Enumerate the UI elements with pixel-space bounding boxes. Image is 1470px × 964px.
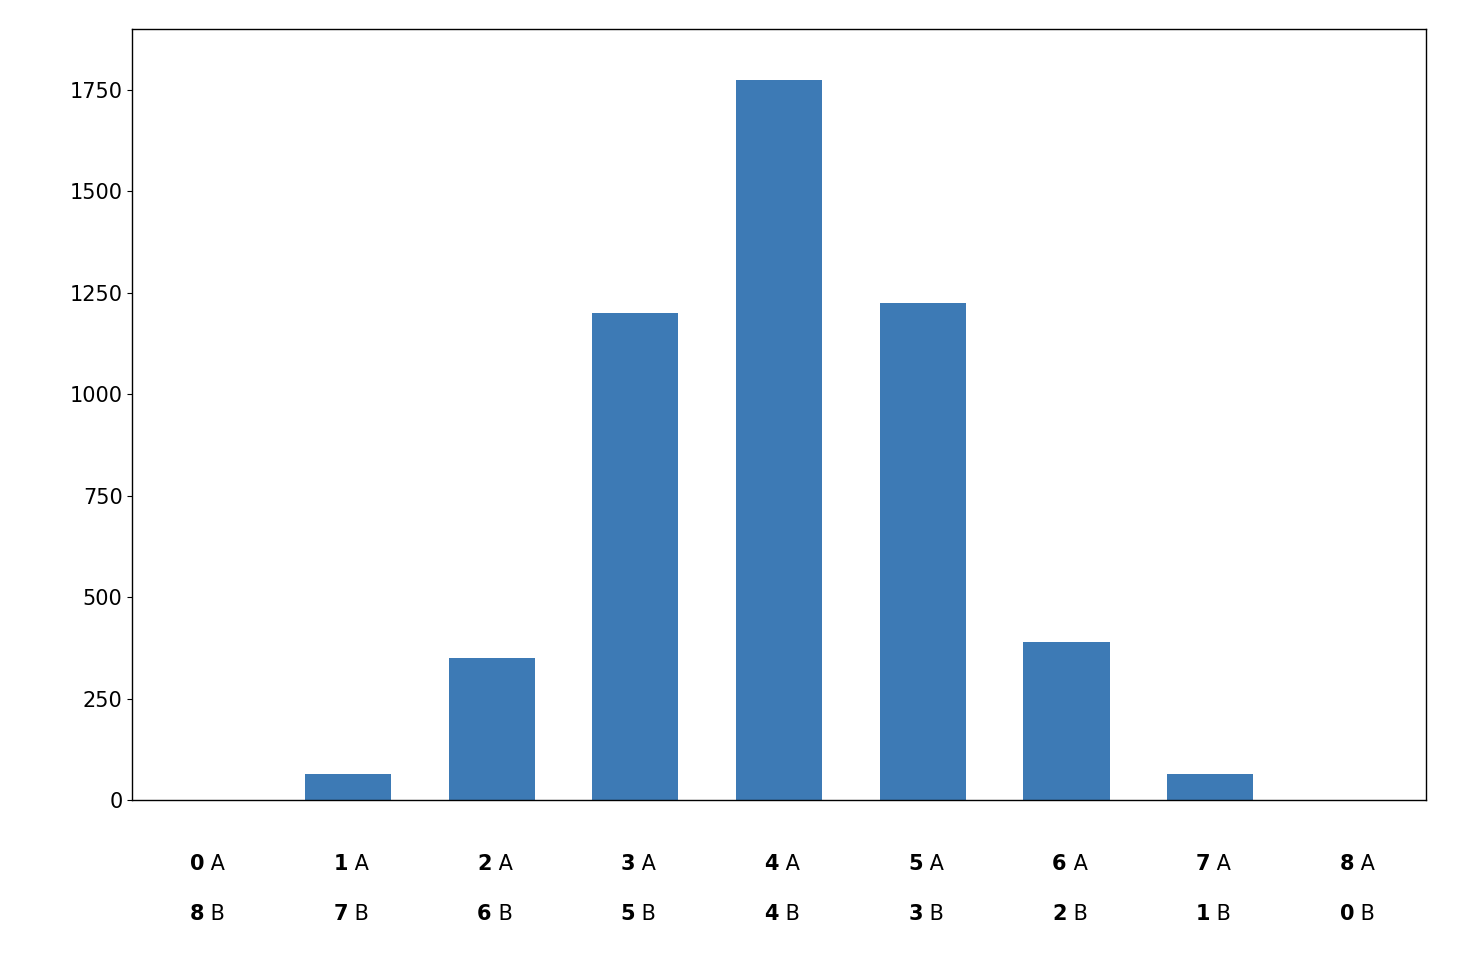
Text: 8: 8 <box>190 904 204 924</box>
Text: B: B <box>779 904 800 924</box>
Text: B: B <box>348 904 369 924</box>
Text: 5: 5 <box>908 854 923 874</box>
Text: 5: 5 <box>620 904 635 924</box>
Bar <box>1167 774 1254 800</box>
Text: 4: 4 <box>764 854 779 874</box>
Text: 7: 7 <box>1195 854 1210 874</box>
Text: B: B <box>1067 904 1088 924</box>
Text: A: A <box>1354 854 1374 874</box>
Text: 3: 3 <box>908 904 923 924</box>
Text: A: A <box>204 854 225 874</box>
Text: B: B <box>491 904 513 924</box>
Text: 6: 6 <box>478 904 491 924</box>
Text: 3: 3 <box>620 854 635 874</box>
Text: A: A <box>348 854 369 874</box>
Bar <box>592 313 679 800</box>
Text: B: B <box>1354 904 1374 924</box>
Text: A: A <box>1067 854 1088 874</box>
Text: A: A <box>635 854 656 874</box>
Text: 2: 2 <box>478 854 491 874</box>
Text: B: B <box>1210 904 1232 924</box>
Text: 0: 0 <box>190 854 204 874</box>
Text: 2: 2 <box>1053 904 1067 924</box>
Text: 8: 8 <box>1339 854 1354 874</box>
Text: B: B <box>923 904 944 924</box>
Text: 7: 7 <box>334 904 348 924</box>
Bar <box>1023 642 1110 800</box>
Text: A: A <box>779 854 800 874</box>
Text: A: A <box>923 854 944 874</box>
Text: A: A <box>491 854 513 874</box>
Bar <box>879 303 966 800</box>
Text: B: B <box>635 904 656 924</box>
Bar <box>736 80 822 800</box>
Text: 0: 0 <box>1339 904 1354 924</box>
Text: 1: 1 <box>334 854 348 874</box>
Text: 1: 1 <box>1195 904 1210 924</box>
Bar <box>448 658 535 800</box>
Bar <box>304 774 391 800</box>
Text: 6: 6 <box>1053 854 1067 874</box>
Text: 4: 4 <box>764 904 779 924</box>
Text: B: B <box>204 904 225 924</box>
Text: A: A <box>1210 854 1232 874</box>
